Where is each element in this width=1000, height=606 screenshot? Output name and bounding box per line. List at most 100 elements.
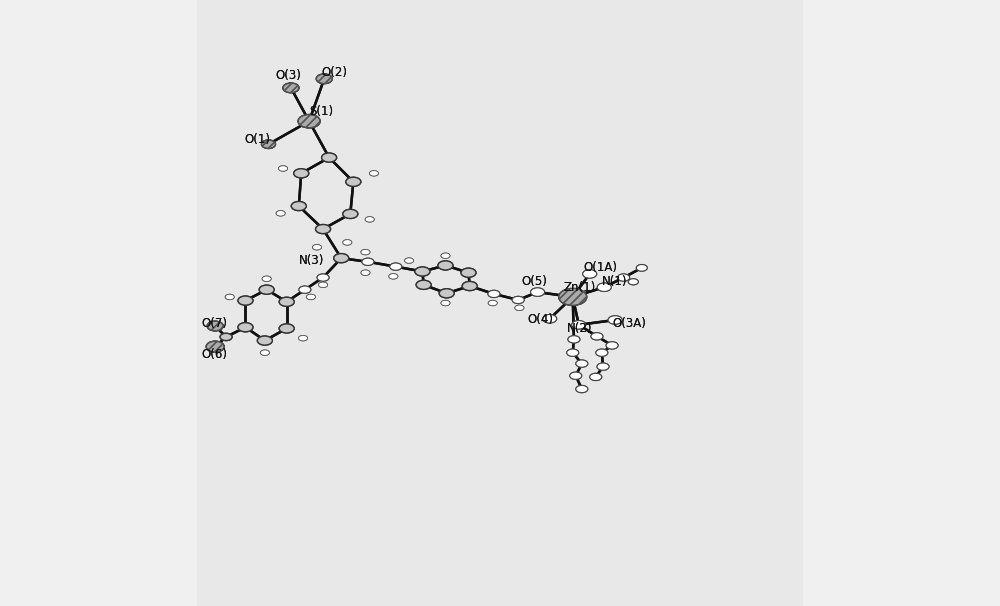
Ellipse shape <box>259 285 274 295</box>
Ellipse shape <box>294 168 309 178</box>
Ellipse shape <box>206 341 224 352</box>
Ellipse shape <box>294 168 309 178</box>
Ellipse shape <box>570 372 582 379</box>
Text: N(2): N(2) <box>567 322 592 335</box>
Ellipse shape <box>462 281 477 291</box>
Ellipse shape <box>238 296 253 305</box>
Ellipse shape <box>306 295 315 299</box>
Ellipse shape <box>439 288 454 298</box>
Ellipse shape <box>636 264 647 271</box>
Text: N(3): N(3) <box>299 254 324 267</box>
Ellipse shape <box>298 115 320 128</box>
Ellipse shape <box>461 268 476 278</box>
Text: O(3): O(3) <box>276 69 302 82</box>
Ellipse shape <box>319 282 328 287</box>
Ellipse shape <box>306 295 315 299</box>
Ellipse shape <box>389 274 398 279</box>
Ellipse shape <box>390 263 402 270</box>
Ellipse shape <box>369 171 378 176</box>
Ellipse shape <box>606 342 618 349</box>
Ellipse shape <box>291 201 306 210</box>
Text: N(1): N(1) <box>602 275 627 288</box>
Ellipse shape <box>441 301 450 305</box>
Ellipse shape <box>343 210 358 219</box>
Ellipse shape <box>262 276 271 281</box>
Ellipse shape <box>365 217 374 222</box>
Ellipse shape <box>441 253 450 258</box>
Ellipse shape <box>220 333 232 341</box>
Ellipse shape <box>390 263 402 270</box>
Ellipse shape <box>531 288 545 296</box>
Ellipse shape <box>334 253 349 263</box>
Ellipse shape <box>515 305 524 310</box>
Text: O(7): O(7) <box>202 317 228 330</box>
Ellipse shape <box>322 153 337 162</box>
Ellipse shape <box>279 297 294 307</box>
Ellipse shape <box>299 286 311 293</box>
Ellipse shape <box>362 258 374 265</box>
Ellipse shape <box>291 201 306 210</box>
Ellipse shape <box>343 240 352 245</box>
Ellipse shape <box>334 253 349 263</box>
Ellipse shape <box>298 115 320 128</box>
Ellipse shape <box>618 274 630 281</box>
Ellipse shape <box>415 267 430 276</box>
Ellipse shape <box>299 336 308 341</box>
Ellipse shape <box>316 224 331 233</box>
Ellipse shape <box>257 336 272 345</box>
Ellipse shape <box>279 324 294 333</box>
Ellipse shape <box>238 322 253 332</box>
Text: O(1A): O(1A) <box>584 261 618 275</box>
Ellipse shape <box>608 316 622 324</box>
Ellipse shape <box>576 385 588 393</box>
Text: O(5): O(5) <box>521 275 547 288</box>
Ellipse shape <box>361 250 370 255</box>
Ellipse shape <box>415 267 430 276</box>
Ellipse shape <box>597 363 609 370</box>
Ellipse shape <box>488 301 497 305</box>
Ellipse shape <box>596 349 608 356</box>
Ellipse shape <box>276 211 285 216</box>
Ellipse shape <box>416 280 431 290</box>
Ellipse shape <box>283 83 299 93</box>
Ellipse shape <box>576 360 588 367</box>
Ellipse shape <box>597 363 609 370</box>
Ellipse shape <box>405 258 414 263</box>
Ellipse shape <box>636 264 647 271</box>
Ellipse shape <box>259 285 274 295</box>
Text: O(6): O(6) <box>202 348 228 361</box>
Ellipse shape <box>346 177 361 187</box>
Ellipse shape <box>362 258 374 265</box>
Ellipse shape <box>439 288 454 298</box>
Ellipse shape <box>606 342 618 349</box>
Ellipse shape <box>316 224 331 233</box>
Ellipse shape <box>628 279 638 285</box>
Ellipse shape <box>225 295 234 299</box>
Text: Zn(1): Zn(1) <box>563 281 595 295</box>
Ellipse shape <box>317 274 329 281</box>
Text: O(3A): O(3A) <box>612 317 646 330</box>
Text: N(3): N(3) <box>299 254 324 267</box>
Ellipse shape <box>262 140 276 148</box>
Text: S(1): S(1) <box>310 105 334 118</box>
Ellipse shape <box>572 321 586 329</box>
Ellipse shape <box>438 261 453 270</box>
Text: O(1): O(1) <box>244 133 270 146</box>
Ellipse shape <box>567 349 579 356</box>
Ellipse shape <box>361 250 370 255</box>
Ellipse shape <box>279 166 288 171</box>
Text: O(6): O(6) <box>202 348 228 361</box>
Ellipse shape <box>312 244 322 250</box>
Ellipse shape <box>343 210 358 219</box>
Ellipse shape <box>322 153 337 162</box>
Ellipse shape <box>596 349 608 356</box>
Ellipse shape <box>543 315 557 323</box>
Ellipse shape <box>317 274 329 281</box>
Ellipse shape <box>319 282 328 287</box>
Ellipse shape <box>279 166 288 171</box>
Ellipse shape <box>346 177 361 187</box>
Ellipse shape <box>462 281 477 291</box>
Ellipse shape <box>568 336 580 343</box>
Text: O(3A): O(3A) <box>612 317 646 330</box>
Ellipse shape <box>283 83 299 93</box>
